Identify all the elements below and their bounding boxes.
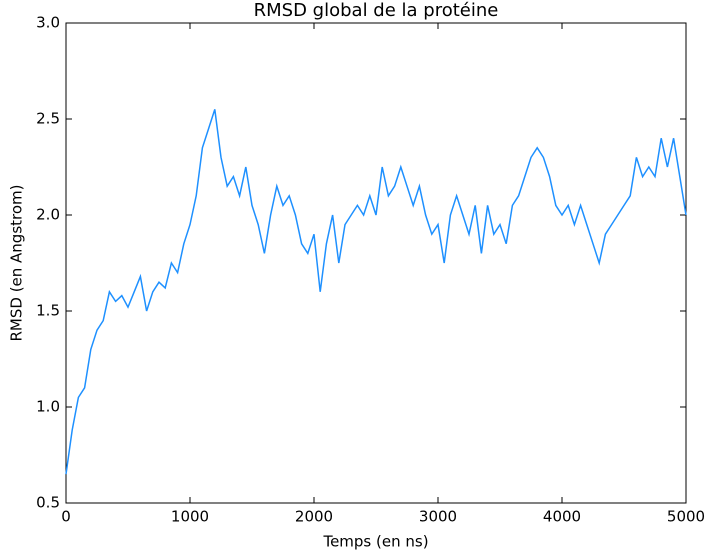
y-axis-label: RMSD (en Angstrom) bbox=[8, 184, 26, 341]
x-axis-label: Temps (en ns) bbox=[322, 533, 428, 551]
y-tick-label: 1.5 bbox=[36, 302, 60, 320]
y-tick-label: 1.0 bbox=[36, 398, 60, 416]
x-tick-label: 1000 bbox=[171, 508, 209, 526]
y-tick-label: 2.0 bbox=[36, 206, 60, 224]
x-tick-label: 3000 bbox=[419, 508, 457, 526]
x-tick-label: 2000 bbox=[295, 508, 333, 526]
data-line bbox=[65, 109, 687, 475]
x-tick-label: 4000 bbox=[543, 508, 581, 526]
y-tick-label: 3.0 bbox=[36, 14, 60, 32]
y-tick-label: 2.5 bbox=[36, 110, 60, 128]
y-tick-label: 0.5 bbox=[36, 494, 60, 512]
x-tick-label: 0 bbox=[61, 508, 71, 526]
plot-frame bbox=[65, 22, 687, 504]
chart-title: RMSD global de la protéine bbox=[254, 0, 499, 21]
x-tick-label: 5000 bbox=[667, 508, 705, 526]
